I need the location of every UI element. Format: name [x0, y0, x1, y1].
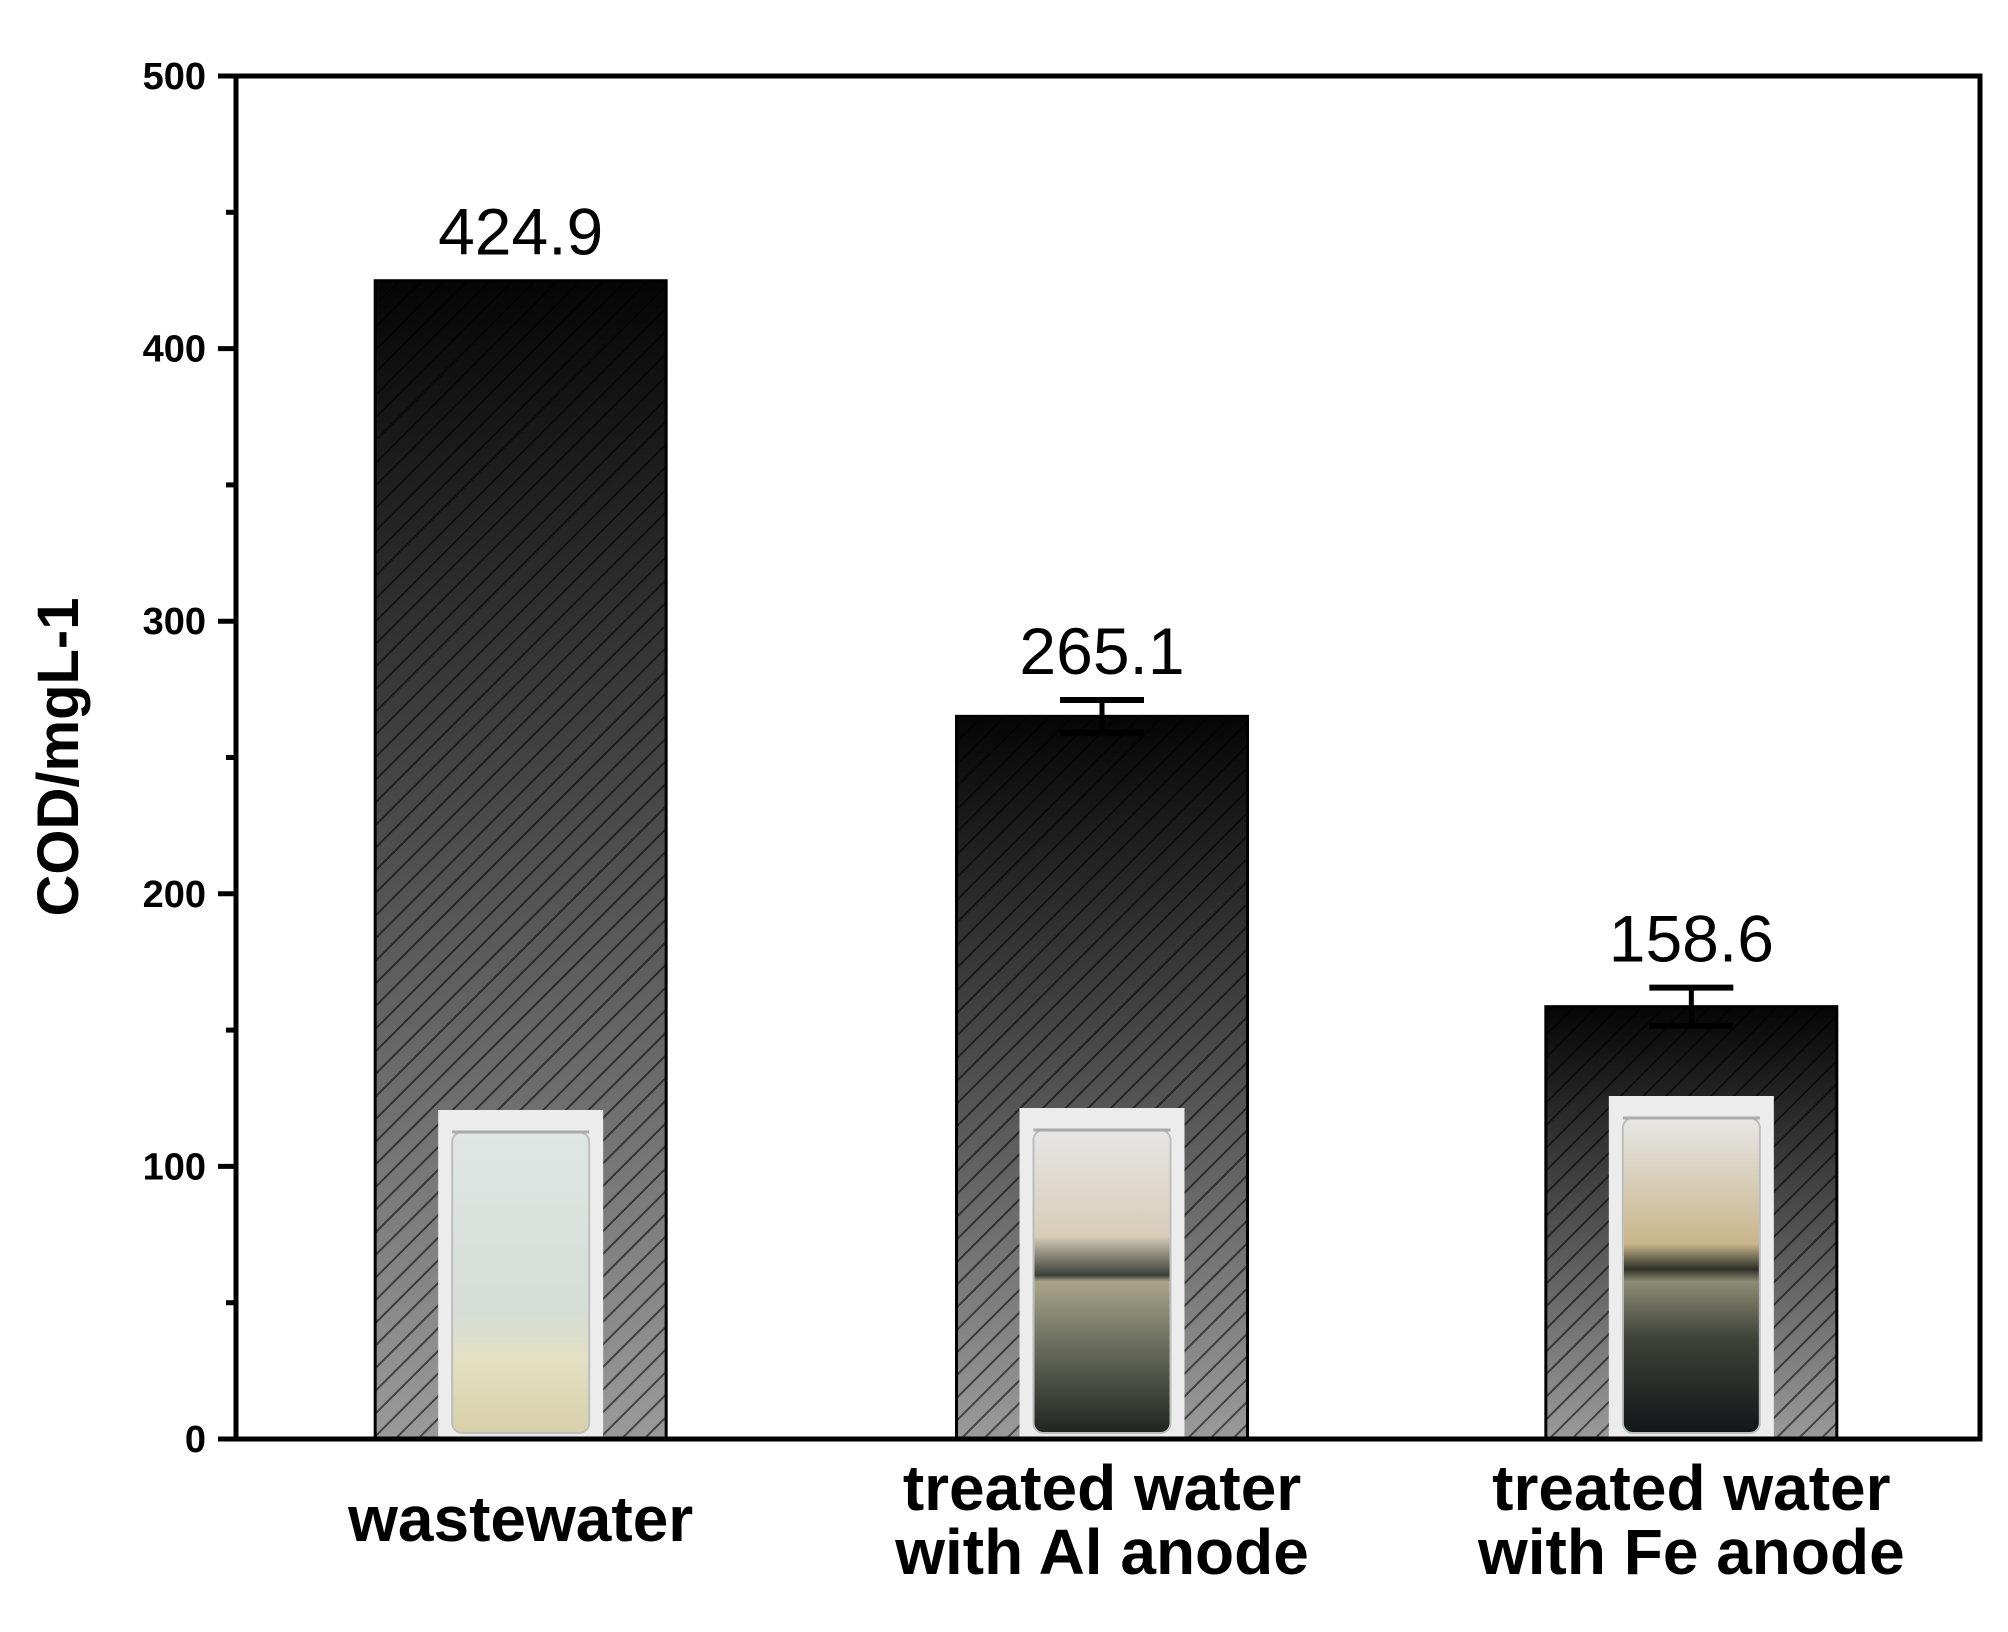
category-label: treated water with Al anode: [894, 1452, 1309, 1588]
data-label: 158.6: [1609, 902, 1774, 976]
y-tick-label: 100: [143, 1146, 206, 1188]
error-bars: [1060, 696, 1734, 1029]
y-tick-label: 300: [143, 601, 206, 643]
beaker-photo: [1608, 1096, 1774, 1437]
data-labels: 424.9 265.1 158.6: [438, 195, 1774, 976]
y-axis-tick-labels: 0 100 200 300 400 500: [143, 56, 206, 1461]
beaker-photos: [438, 1096, 1774, 1437]
category-label: treated water with Fe anode: [1477, 1452, 1905, 1588]
y-tick-label: 400: [143, 329, 206, 371]
y-axis-ticks: [218, 73, 236, 1442]
y-tick-label: 0: [185, 1419, 206, 1461]
data-label: 424.9: [438, 195, 603, 269]
y-axis-title: COD/mgL-1: [26, 598, 91, 917]
beaker-photo: [438, 1110, 604, 1437]
category-label-line: treated water: [903, 1452, 1301, 1524]
category-label: wastewater: [347, 1483, 693, 1555]
x-axis-category-labels: wastewater treated water with Al anodetrea…: [347, 1452, 1905, 1588]
category-label-line: wastewater: [347, 1483, 693, 1555]
plot-frame: [233, 73, 1983, 1442]
data-label: 265.1: [1019, 614, 1184, 688]
y-tick-label: 500: [143, 56, 206, 98]
category-label-line: with Fe anode: [1477, 1516, 1905, 1588]
category-label-line: treated water: [1492, 1452, 1890, 1524]
beaker-photo: [1019, 1108, 1185, 1437]
y-tick-label: 200: [143, 874, 206, 916]
category-label-line: with Al anode: [894, 1516, 1309, 1588]
